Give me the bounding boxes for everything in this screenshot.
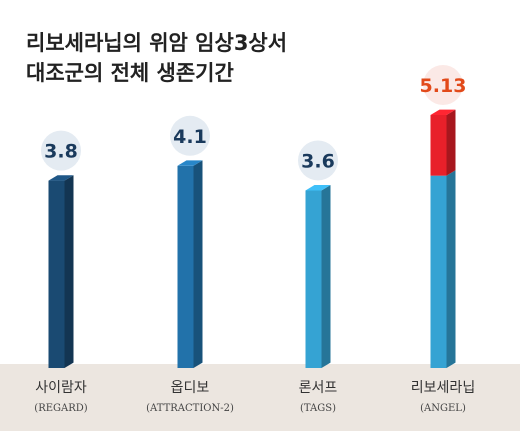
- floor-band: [0, 364, 520, 431]
- bar-1-body-front: [48, 180, 65, 368]
- value-circle-2: [170, 115, 210, 156]
- value-circle-1: [41, 130, 81, 171]
- bar-4-highlight-top: [430, 109, 456, 115]
- bar-1: [48, 175, 74, 368]
- bar-4-base-front: [430, 175, 447, 368]
- bar-4-highlight-front: [430, 115, 447, 176]
- subcategory-label-1: (REGARD): [34, 403, 87, 414]
- value-label-1: 3.8: [44, 141, 78, 163]
- title-line-2: 대조군의 전체 생존기간: [26, 61, 234, 85]
- subcategory-label-3: (TAGS): [300, 403, 336, 414]
- bar-3-body-front: [305, 190, 322, 368]
- value-label-3: 3.6: [301, 150, 335, 172]
- bar-2-body-top: [177, 160, 203, 166]
- category-label-4: 리보세라닙: [411, 380, 475, 396]
- bar-4-base-side: [446, 170, 456, 368]
- bar-2: [177, 160, 203, 368]
- bar-1-body-top: [48, 175, 74, 181]
- value-circle-4: [423, 65, 463, 105]
- subcategory-label-2: (ATTRACTION-2): [146, 403, 234, 414]
- bar-4: [430, 109, 456, 368]
- bar-3: [305, 185, 331, 368]
- bar-1-body-side: [64, 175, 74, 368]
- title-line-1: 리보세라닙의 위암 임상3상서: [26, 31, 287, 55]
- bar-3-body-top: [305, 185, 331, 191]
- category-label-3: 론서프: [299, 380, 338, 396]
- bar-4-highlight-side: [446, 109, 456, 176]
- subcategory-label-4: (ANGEL): [420, 403, 466, 414]
- value-circle-3: [298, 140, 338, 181]
- category-label-2: 옵디보: [171, 380, 210, 396]
- label-layer: 3.8 사이람자 (REGARD) 4.1 옵디보 (ATTRACTION-2) 3.6 론서…: [34, 65, 475, 414]
- bar-series: [48, 109, 456, 368]
- bar-2-body-side: [193, 160, 203, 368]
- category-label-1: 사이람자: [35, 380, 87, 396]
- value-label-4: 5.13: [420, 75, 467, 97]
- value-label-2: 4.1: [173, 126, 207, 148]
- bar-2-body-front: [177, 165, 194, 368]
- chart-title: 리보세라닙의 위암 임상3상서 대조군의 전체 생존기간: [26, 31, 287, 85]
- bar-3-body-side: [321, 185, 331, 368]
